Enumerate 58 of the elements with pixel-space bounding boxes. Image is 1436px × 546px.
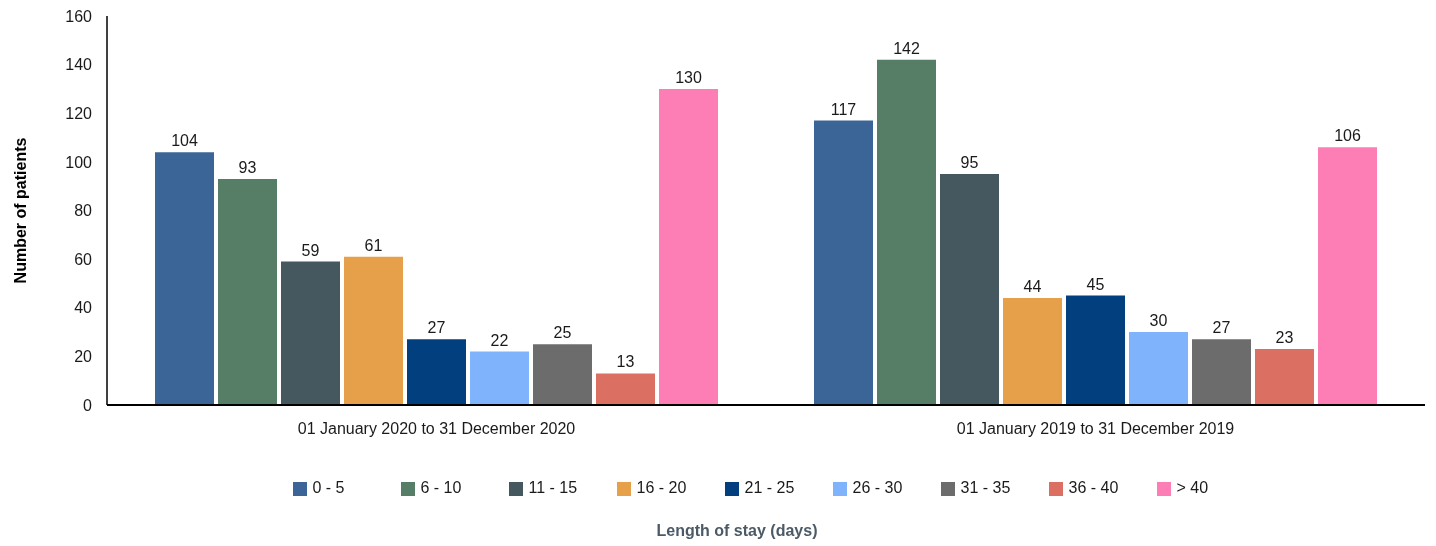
bar <box>344 256 403 405</box>
bar <box>596 373 655 405</box>
bar <box>1129 332 1188 405</box>
legend-label: 6 - 10 <box>419 479 463 497</box>
bar <box>533 344 592 405</box>
bar <box>281 261 340 405</box>
bar <box>940 174 999 405</box>
data-label: 106 <box>1334 127 1361 145</box>
data-label: 45 <box>1086 275 1105 293</box>
bar <box>407 339 466 405</box>
bar <box>1255 349 1314 405</box>
legend-label: 26 - 30 <box>851 479 904 497</box>
y-tick-label: 160 <box>65 7 93 25</box>
data-label: 59 <box>301 241 320 259</box>
y-tick-label: 100 <box>65 153 93 171</box>
data-label: 104 <box>171 132 198 150</box>
legend-label: 16 - 20 <box>635 479 688 497</box>
bar <box>218 178 277 405</box>
bar <box>1003 298 1062 405</box>
bar <box>1066 295 1125 405</box>
y-tick-label: 40 <box>74 299 93 317</box>
legend-label: 21 - 25 <box>743 479 796 497</box>
bar <box>470 351 529 405</box>
legend-label: 0 - 5 <box>311 479 346 497</box>
data-label: 142 <box>893 39 920 57</box>
y-axis-title: Number of patients <box>11 137 29 284</box>
data-label: 22 <box>490 331 509 349</box>
data-label: 13 <box>616 353 635 371</box>
x-tick-label: 01 January 2020 to 31 December 2020 <box>297 420 576 438</box>
data-label: 95 <box>960 154 979 172</box>
y-tick-label: 140 <box>65 56 93 74</box>
bar <box>659 88 718 405</box>
x-tick-label: 01 January 2019 to 31 December 2019 <box>956 420 1235 438</box>
data-label: 61 <box>364 236 383 254</box>
y-tick-label: 0 <box>83 396 93 414</box>
legend-label: > 40 <box>1175 479 1210 497</box>
y-tick-label: 20 <box>74 348 93 366</box>
y-tick-label: 80 <box>74 202 93 220</box>
data-label: 117 <box>830 100 857 118</box>
data-label: 27 <box>427 319 446 337</box>
data-label: 93 <box>238 158 257 176</box>
legend-label: 36 - 40 <box>1067 479 1120 497</box>
data-label: 27 <box>1212 319 1231 337</box>
bar <box>1318 147 1377 405</box>
legend-title: Length of stay (days) <box>655 522 819 540</box>
data-label: 130 <box>675 68 702 86</box>
data-label: 25 <box>553 324 572 342</box>
y-tick-label: 120 <box>65 104 93 122</box>
bar <box>877 59 936 405</box>
bar <box>1192 339 1251 405</box>
bar <box>814 120 873 405</box>
y-tick-label: 60 <box>74 250 93 268</box>
data-label: 44 <box>1023 278 1042 296</box>
legend-label: 31 - 35 <box>959 479 1012 497</box>
data-label: 23 <box>1275 329 1294 347</box>
bar <box>155 152 214 405</box>
data-label: 30 <box>1149 312 1168 330</box>
legend-label: 11 - 15 <box>527 479 579 497</box>
